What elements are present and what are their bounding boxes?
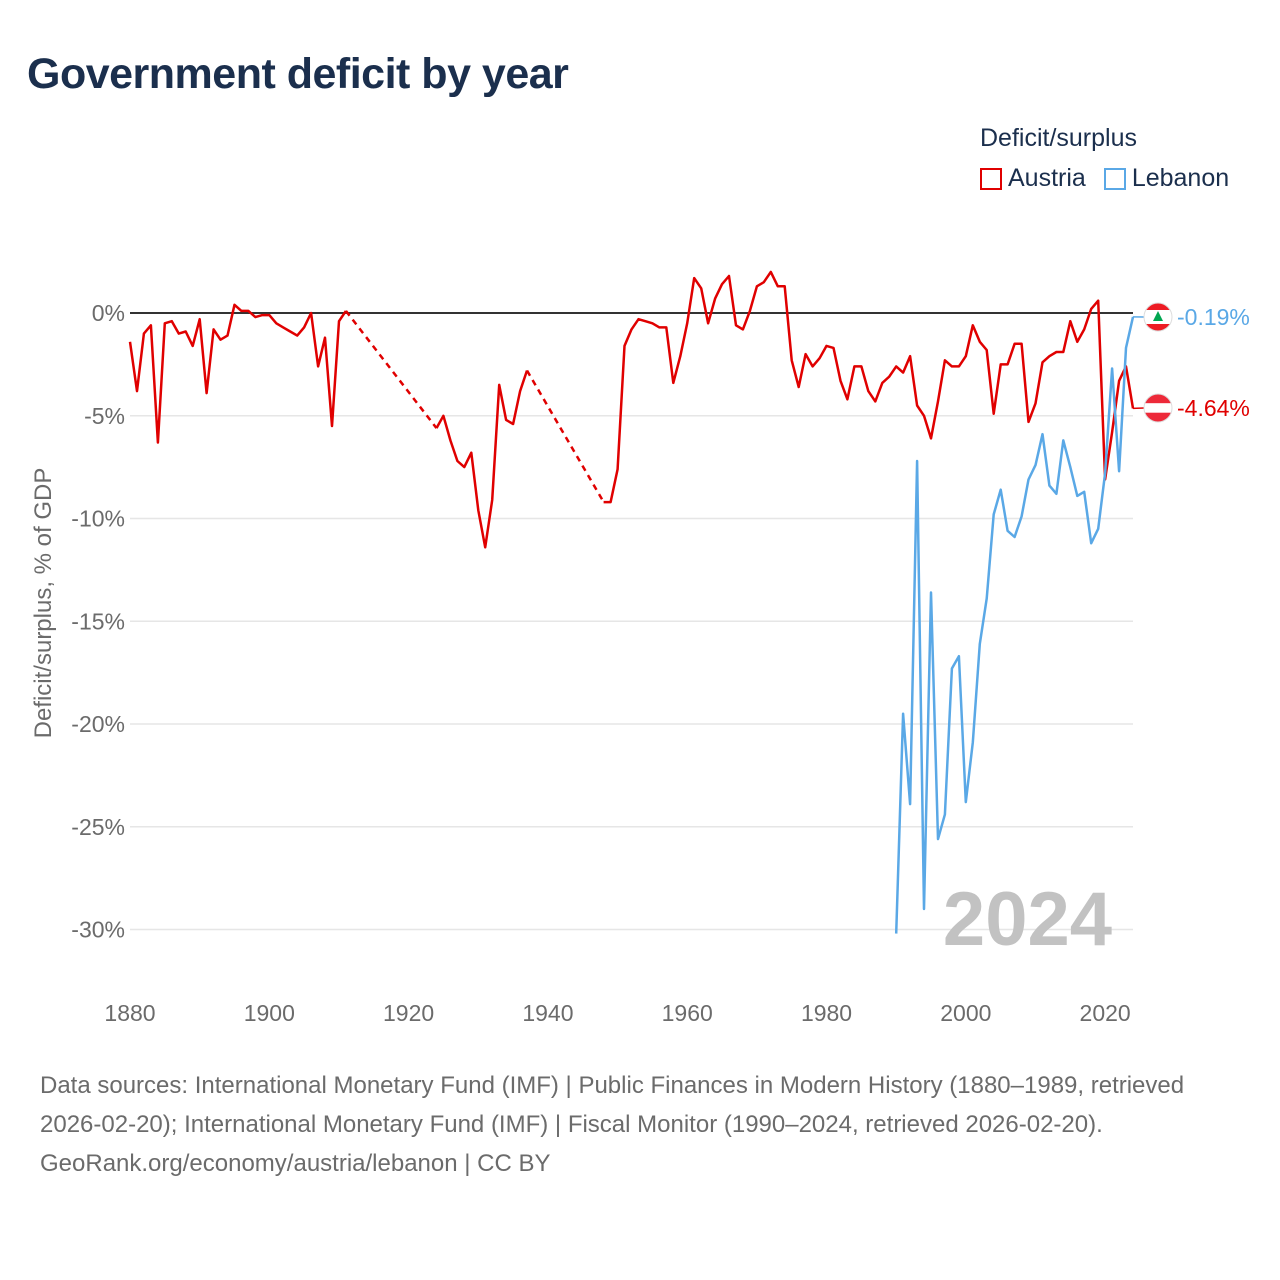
y-tick-label: -15% bbox=[71, 608, 125, 634]
end-label-lebanon: -0.19% bbox=[1177, 304, 1250, 330]
legend-swatch-lebanon bbox=[1103, 167, 1126, 190]
legend-title: Deficit/surplus bbox=[980, 124, 1137, 152]
y-tick-label: 0% bbox=[92, 300, 125, 326]
legend-item-lebanon[interactable]: Lebanon bbox=[1103, 164, 1230, 193]
chart-title: Government deficit by year bbox=[27, 50, 569, 98]
flag-austria-icon bbox=[1143, 393, 1173, 423]
series-line-lebanon bbox=[894, 316, 1135, 934]
y-axis-label: Deficit/surplus, % of GDP bbox=[30, 468, 57, 739]
footer: Data sources: International Monetary Fun… bbox=[40, 1066, 1240, 1183]
y-tick-label: -25% bbox=[71, 814, 125, 840]
series-gap-austria bbox=[344, 310, 438, 429]
x-tick-label: 1980 bbox=[801, 1000, 852, 1026]
legend-item-austria[interactable]: Austria bbox=[980, 164, 1086, 193]
y-tick-label: -20% bbox=[71, 711, 125, 737]
series-line-austria bbox=[435, 370, 529, 549]
flag-lebanon-icon bbox=[1143, 302, 1173, 332]
y-tick-label: -5% bbox=[84, 403, 125, 429]
legend-label-austria: Austria bbox=[1008, 164, 1086, 192]
legend-swatch-austria bbox=[980, 167, 1002, 190]
x-tick-label: 2000 bbox=[940, 1000, 991, 1026]
credit-link[interactable]: GeoRank.org/economy/austria/lebanon | CC… bbox=[40, 1150, 551, 1177]
x-tick-label: 1940 bbox=[522, 1000, 573, 1026]
series-line-austria bbox=[603, 270, 1135, 504]
x-tick-label: 1960 bbox=[662, 1000, 713, 1026]
x-tick-label: 1880 bbox=[104, 1000, 155, 1026]
x-tick-label: 1920 bbox=[383, 1000, 434, 1026]
series-line-austria bbox=[128, 303, 347, 444]
data-sources: Data sources: International Monetary Fun… bbox=[40, 1072, 1185, 1138]
x-tick-label: 1900 bbox=[244, 1000, 295, 1026]
y-tick-label: -10% bbox=[71, 506, 125, 532]
y-tick-label: -30% bbox=[71, 917, 125, 943]
legend-label-lebanon: Lebanon bbox=[1131, 164, 1230, 192]
year-watermark: 2024 bbox=[943, 877, 1112, 962]
series-gap-austria bbox=[525, 369, 605, 503]
x-tick-label: 2020 bbox=[1080, 1000, 1131, 1026]
deficit-chart: 0% -5% -10% -15% -20% -25% -30% 1880 1900 1920 194… bbox=[30, 270, 1250, 1026]
legend: Austria Lebanon bbox=[980, 164, 1229, 193]
end-label-austria: -4.64% bbox=[1177, 395, 1250, 421]
